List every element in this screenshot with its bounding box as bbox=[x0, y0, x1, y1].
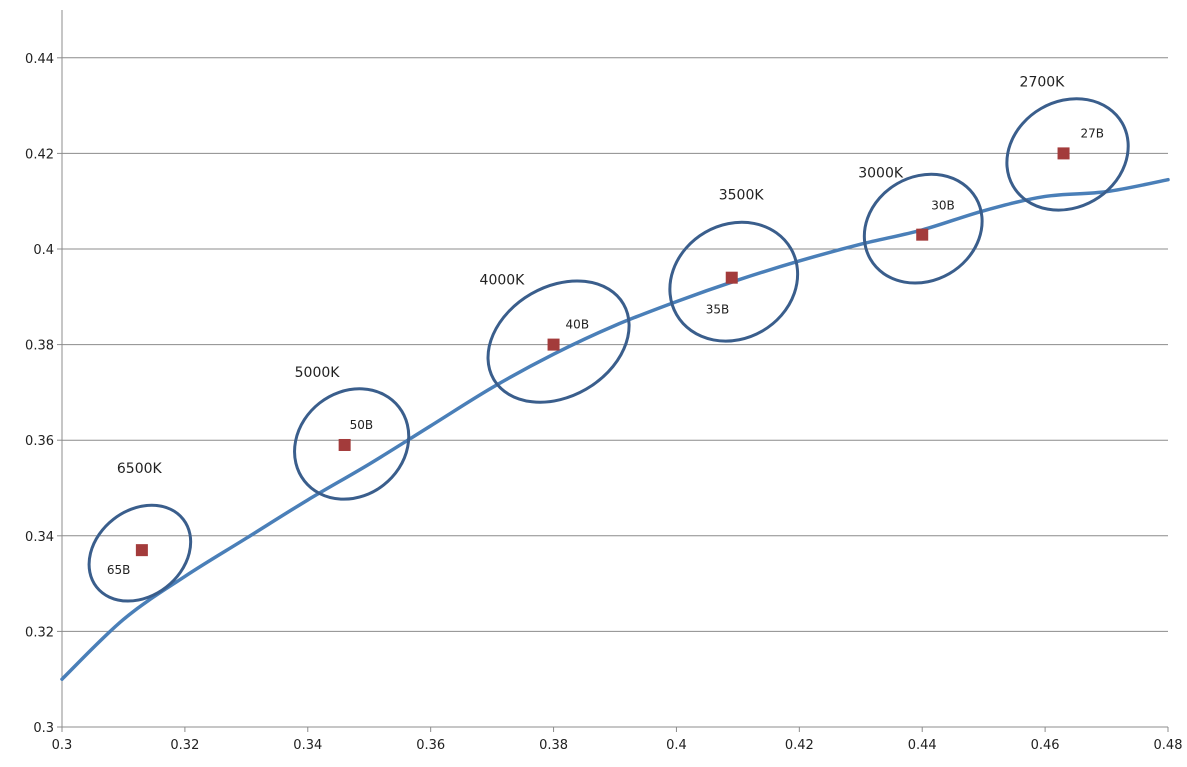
cct-label-4000K: 4000K bbox=[480, 273, 526, 289]
x-tick-label: 0.48 bbox=[1154, 738, 1183, 753]
planckian-curve bbox=[60, 177, 1170, 681]
tolerance-ellipse-40B bbox=[486, 279, 631, 404]
x-tick-label: 0.4 bbox=[666, 738, 687, 753]
cct-label-3000K: 3000K bbox=[858, 166, 904, 182]
y-tick-labels: 0.3 0.32 0.34 0.36 0.38 0.4 0.42 0.44 bbox=[25, 52, 54, 736]
axes bbox=[57, 10, 1169, 732]
data-point-35B bbox=[725, 271, 738, 284]
data-point-50B bbox=[338, 438, 351, 451]
point-label-65B: 65B bbox=[107, 563, 131, 577]
x-tick-label: 0.3 bbox=[52, 738, 73, 753]
y-tick-label: 0.34 bbox=[25, 530, 54, 545]
blackbody-curve bbox=[60, 177, 1170, 681]
cct-label-3500K: 3500K bbox=[719, 188, 765, 204]
data-point-27B bbox=[1057, 147, 1070, 160]
y-tick-label: 0.42 bbox=[25, 147, 54, 162]
point-label-27B: 27B bbox=[1081, 126, 1105, 140]
tolerance-ellipse-50B bbox=[293, 387, 411, 501]
grid-lines bbox=[62, 57, 1168, 632]
data-point-40B bbox=[547, 338, 560, 351]
x-tick-label: 0.36 bbox=[416, 738, 445, 753]
data-points bbox=[135, 147, 1070, 557]
data-point-65B bbox=[135, 544, 148, 557]
point-labels: 65B 6500K 50B 5000K 40B 4000K 35B 3500K 30B 3000K… bbox=[107, 74, 1104, 577]
x-tick-labels: 0.3 0.32 0.34 0.36 0.38 0.4 0.42 0.44 0.46 0.48 bbox=[52, 738, 1183, 753]
point-label-35B: 35B bbox=[706, 303, 730, 317]
y-tick-label: 0.38 bbox=[25, 339, 54, 354]
x-tick-label: 0.34 bbox=[293, 738, 322, 753]
cct-label-5000K: 5000K bbox=[295, 365, 341, 381]
y-tick-label: 0.44 bbox=[25, 52, 54, 67]
y-tick-label: 0.4 bbox=[33, 243, 54, 258]
point-label-30B: 30B bbox=[931, 199, 955, 213]
y-tick-label: 0.3 bbox=[33, 721, 54, 736]
tolerance-ellipse-65B bbox=[87, 503, 193, 603]
x-tick-label: 0.32 bbox=[170, 738, 199, 753]
point-label-40B: 40B bbox=[566, 318, 590, 332]
x-tick-label: 0.46 bbox=[1031, 738, 1060, 753]
data-point-30B bbox=[916, 228, 929, 241]
tolerance-ellipse-30B bbox=[862, 172, 984, 285]
cct-label-2700K: 2700K bbox=[1020, 74, 1066, 90]
x-tick-label: 0.44 bbox=[908, 738, 937, 753]
tolerance-ellipse-35B bbox=[668, 220, 800, 343]
tolerance-ellipses bbox=[87, 97, 1130, 603]
y-tick-label: 0.36 bbox=[25, 434, 54, 449]
x-tick-label: 0.38 bbox=[539, 738, 568, 753]
cct-label-6500K: 6500K bbox=[117, 461, 163, 477]
y-tick-label: 0.32 bbox=[25, 625, 54, 640]
x-tick-label: 0.42 bbox=[785, 738, 814, 753]
point-label-50B: 50B bbox=[350, 418, 374, 432]
tolerance-ellipse-27B bbox=[1005, 97, 1130, 212]
